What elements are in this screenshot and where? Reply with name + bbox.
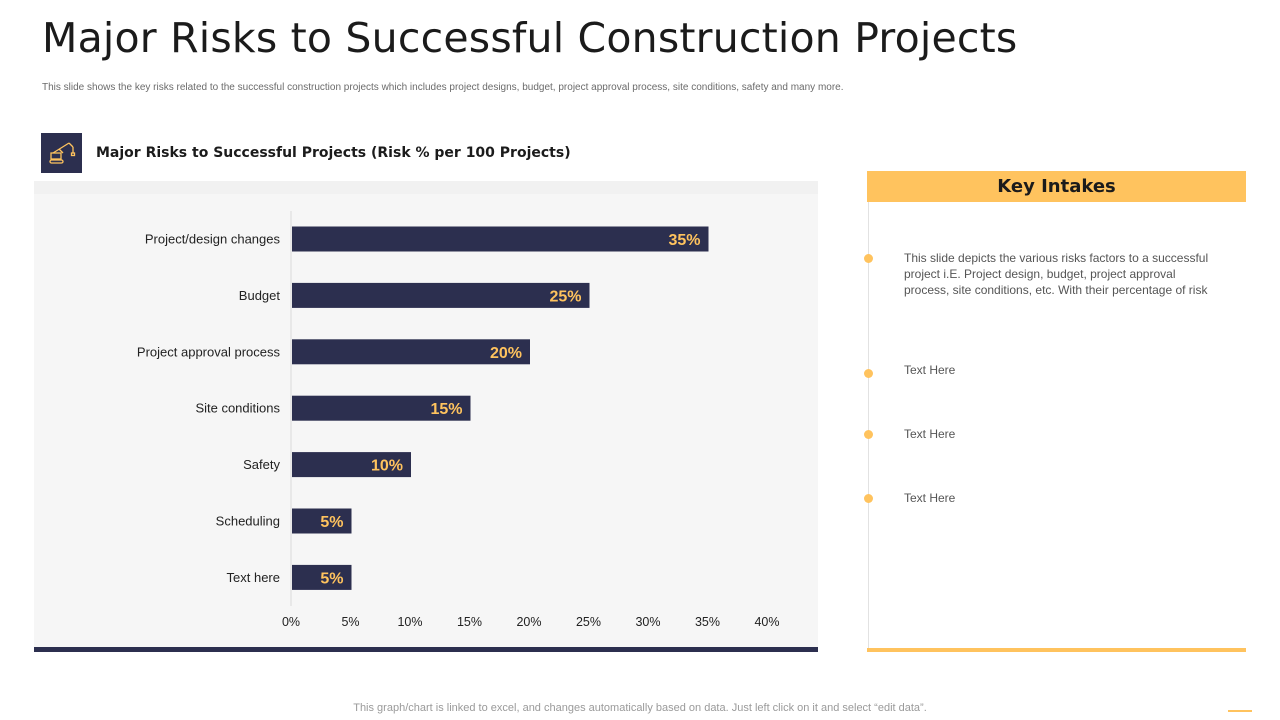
chart-icon-box bbox=[41, 133, 82, 173]
bar bbox=[292, 564, 352, 590]
key-intakes-bottom-bar bbox=[867, 648, 1246, 652]
bar bbox=[292, 395, 471, 421]
category-label: Budget bbox=[239, 288, 281, 303]
intake-item: Text Here bbox=[904, 427, 956, 441]
x-tick-label: 25% bbox=[576, 615, 601, 629]
intake-item: Text Here bbox=[904, 491, 956, 505]
chart-panel-top-strip bbox=[34, 181, 818, 194]
category-label: Safety bbox=[243, 457, 280, 472]
crane-icon bbox=[48, 142, 75, 164]
bar bbox=[292, 508, 352, 534]
chart-heading: Major Risks to Successful Projects (Risk… bbox=[96, 145, 571, 161]
x-tick-label: 40% bbox=[754, 615, 779, 629]
intake-item: Text Here bbox=[904, 363, 956, 377]
category-label: Project/design changes bbox=[145, 232, 281, 247]
category-label: Scheduling bbox=[216, 514, 280, 529]
bar bbox=[292, 339, 530, 365]
key-intakes-timeline bbox=[868, 202, 869, 648]
intake-bullet-dot bbox=[864, 369, 873, 378]
data-label: 35% bbox=[668, 232, 700, 249]
intake-item: This slide depicts the various risks fac… bbox=[904, 251, 1209, 297]
category-label: Site conditions bbox=[195, 401, 280, 416]
x-tick-label: 30% bbox=[635, 615, 660, 629]
category-label: Project approval process bbox=[137, 344, 281, 359]
bar bbox=[292, 282, 590, 308]
x-tick-label: 0% bbox=[282, 615, 300, 629]
data-label: 10% bbox=[371, 458, 403, 475]
data-label: 5% bbox=[320, 514, 343, 531]
chart-bottom-bar bbox=[34, 647, 818, 652]
data-label: 5% bbox=[320, 570, 343, 587]
key-intakes-header: Key Intakes bbox=[867, 171, 1246, 202]
corner-accent bbox=[1228, 710, 1252, 712]
x-tick-label: 35% bbox=[695, 615, 720, 629]
x-tick-label: 5% bbox=[341, 615, 359, 629]
data-label: 15% bbox=[430, 401, 462, 418]
x-tick-label: 10% bbox=[397, 615, 422, 629]
x-tick-label: 20% bbox=[516, 615, 541, 629]
bar bbox=[292, 452, 411, 478]
page-subtitle: This slide shows the key risks related t… bbox=[42, 82, 844, 93]
footer-note: This graph/chart is linked to excel, and… bbox=[353, 702, 927, 714]
intake-bullet-dot bbox=[864, 254, 873, 263]
data-label: 20% bbox=[490, 345, 522, 362]
x-tick-label: 15% bbox=[457, 615, 482, 629]
data-label: 25% bbox=[549, 288, 581, 305]
page-title: Major Risks to Successful Construction P… bbox=[42, 14, 1018, 62]
category-label: Text here bbox=[227, 570, 280, 585]
bar bbox=[292, 226, 709, 252]
intake-bullet-dot bbox=[864, 430, 873, 439]
intake-bullet-dot bbox=[864, 494, 873, 503]
